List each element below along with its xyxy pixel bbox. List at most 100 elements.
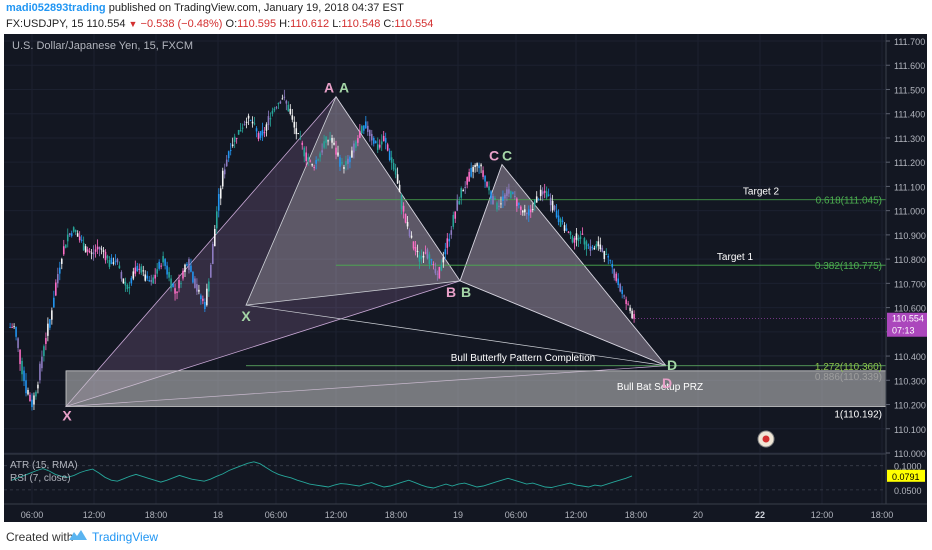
candle-body — [520, 206, 522, 210]
candle-body — [25, 380, 27, 394]
candle-body — [323, 141, 325, 148]
publish-line: madi052893trading published on TradingVi… — [6, 2, 404, 14]
candle-body — [400, 195, 403, 210]
candle-body — [468, 172, 470, 182]
candle-body — [291, 115, 294, 120]
candle-body — [98, 247, 101, 250]
candle-body — [428, 254, 431, 264]
record-icon[interactable] — [757, 430, 775, 448]
candle-body — [100, 248, 103, 250]
price-tick-label: 111.000 — [894, 207, 925, 217]
candle-body — [378, 144, 381, 148]
candle-body — [80, 239, 83, 241]
candle-body — [460, 188, 462, 198]
candle-body — [29, 394, 31, 402]
candle-body — [215, 211, 218, 229]
candle-body — [388, 150, 391, 161]
candle-body — [102, 250, 105, 252]
candle-body — [361, 126, 363, 134]
candle-body — [196, 284, 198, 292]
candle-body — [327, 140, 329, 142]
candle-body — [549, 197, 552, 206]
indicator-tick-label: 0.0500 — [894, 486, 922, 496]
candle-body — [422, 255, 425, 258]
candle-body — [86, 249, 89, 252]
candle-body — [347, 158, 349, 164]
candle-body — [192, 272, 194, 283]
price-tick-label: 110.300 — [894, 376, 926, 386]
candle-body — [593, 247, 596, 250]
candle-body — [172, 283, 174, 288]
time-tick-label: 12:00 — [811, 510, 834, 520]
candle-body — [591, 247, 594, 249]
candle-body — [512, 192, 514, 194]
candle-body — [281, 98, 284, 100]
candle-body — [104, 251, 107, 261]
open-label: O: — [225, 18, 238, 30]
candle-body — [160, 265, 162, 267]
candle-body — [621, 289, 623, 294]
candle-body — [15, 326, 17, 337]
candle-body — [349, 156, 351, 163]
candle-body — [577, 238, 580, 242]
candle-body — [571, 236, 574, 243]
candle-body — [370, 133, 373, 141]
candle-body — [573, 238, 576, 243]
pattern-point-label-B2: B — [461, 284, 471, 300]
candle-body — [502, 196, 504, 201]
butterfly-xd-line — [245, 304, 667, 367]
candle-body — [19, 349, 21, 365]
candle-body — [138, 268, 141, 270]
symbol-label[interactable]: FX:USDJPY, 15 — [6, 18, 84, 30]
level-label: Target 2 — [743, 187, 780, 198]
tradingview-link[interactable]: TradingView — [92, 530, 159, 544]
candle-body — [263, 132, 266, 134]
candle-body — [551, 200, 554, 211]
candle-body — [245, 121, 248, 124]
candle-body — [94, 249, 97, 252]
candle-body — [108, 259, 111, 267]
level-label: Target 1 — [717, 252, 754, 263]
axes: 111.700 111.600 111.500 111.400 111.300 111.2… — [4, 34, 927, 520]
candle-body — [114, 260, 117, 262]
chart-svg[interactable]: Target 2 0.618(111.045) Target 1 0.382(110.… — [4, 34, 927, 522]
candle-body — [225, 159, 228, 167]
candle-body — [333, 142, 335, 145]
author-link[interactable]: madi052893trading — [6, 2, 106, 14]
time-tick-label: 22 — [755, 510, 765, 520]
candles — [9, 89, 635, 411]
candle-body — [84, 246, 87, 253]
candle-body — [295, 128, 298, 135]
candle-body — [613, 268, 616, 278]
last-price: 110.554 — [86, 18, 126, 30]
candle-body — [450, 230, 453, 235]
price-tick-label: 110.000 — [894, 449, 926, 459]
candle-body — [9, 326, 11, 328]
candle-body — [452, 214, 455, 227]
time-tick-label: 19 — [453, 510, 463, 520]
candle-body — [106, 255, 109, 259]
candle-body — [198, 289, 200, 292]
candle-body — [492, 196, 494, 204]
candle-body — [313, 167, 315, 169]
chart-area[interactable]: Target 2 0.618(111.045) Target 1 0.382(110.… — [4, 34, 927, 522]
candle-body — [623, 295, 625, 297]
candle-body — [307, 157, 309, 161]
candle-body — [68, 233, 71, 235]
candle-body — [396, 174, 399, 184]
candle-body — [130, 278, 133, 284]
candle-body — [434, 268, 437, 274]
candle-body — [41, 356, 43, 369]
atr-line — [11, 461, 633, 489]
price-tick-label: 110.600 — [894, 304, 926, 314]
close-value: 110.554 — [394, 18, 434, 30]
prz-zone — [65, 370, 887, 407]
candle-body — [53, 297, 55, 308]
candle-body — [285, 100, 288, 104]
candle-body — [140, 266, 143, 273]
candle-body — [589, 246, 592, 251]
candle-body — [372, 137, 375, 144]
candle-body — [454, 211, 457, 219]
candle-body — [416, 251, 419, 253]
candle-body — [233, 136, 236, 142]
